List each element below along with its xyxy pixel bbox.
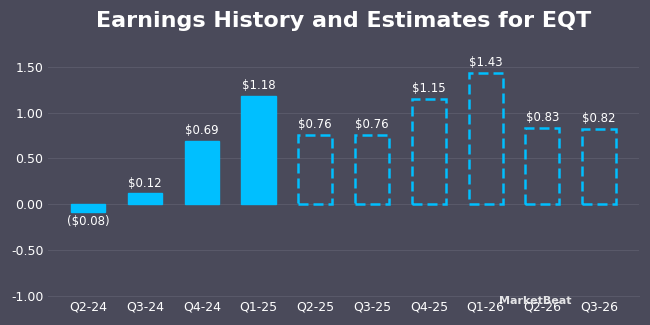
Bar: [185, 141, 219, 204]
Bar: [242, 96, 276, 204]
Text: $0.12: $0.12: [128, 176, 162, 189]
Text: $0.76: $0.76: [356, 118, 389, 131]
Text: $1.43: $1.43: [469, 57, 502, 70]
Text: $0.83: $0.83: [526, 111, 559, 124]
Bar: [72, 204, 105, 212]
Text: $1.15: $1.15: [412, 82, 446, 95]
Text: $1.18: $1.18: [242, 79, 276, 92]
Text: MarketBeat: MarketBeat: [499, 295, 572, 306]
Text: $0.82: $0.82: [582, 112, 616, 125]
Text: $0.76: $0.76: [298, 118, 332, 131]
Text: ($0.08): ($0.08): [67, 215, 109, 228]
Bar: [128, 193, 162, 204]
Text: $0.69: $0.69: [185, 124, 218, 137]
Title: Earnings History and Estimates for EQT: Earnings History and Estimates for EQT: [96, 11, 592, 31]
